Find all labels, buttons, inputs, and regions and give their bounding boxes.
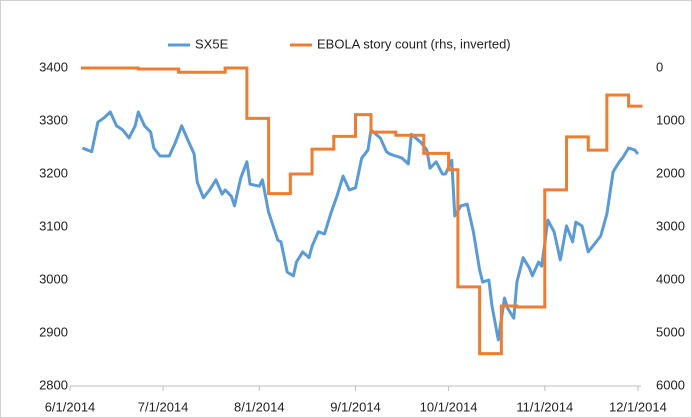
y-tick-label: 2900 <box>39 324 68 339</box>
y-tick-label: 3200 <box>39 165 68 180</box>
y2-tick-label: 0 <box>656 59 663 74</box>
y2-tick-label: 3000 <box>656 218 685 233</box>
y-tick-label: 3400 <box>39 59 68 74</box>
x-tick-label: 11/1/2014 <box>516 399 573 414</box>
legend-label: EBOLA story count (rhs, inverted) <box>317 36 511 51</box>
y2-tick-label: 2000 <box>656 165 685 180</box>
x-tick-label: 6/1/2014 <box>45 399 96 414</box>
x-tick-label: 8/1/2014 <box>234 399 285 414</box>
x-tick-label: 12/1/2014 <box>609 399 667 414</box>
x-tick-label: 9/1/2014 <box>330 399 381 414</box>
y-tick-label: 3000 <box>39 271 68 286</box>
y-tick-label: 3100 <box>39 218 68 233</box>
y-tick-label: 2800 <box>39 377 68 392</box>
y2-tick-label: 1000 <box>656 112 685 127</box>
y2-tick-label: 4000 <box>656 271 685 286</box>
x-tick-label: 10/1/2014 <box>420 399 478 414</box>
y2-tick-label: 6000 <box>656 377 685 392</box>
x-tick-label: 7/1/2014 <box>138 399 189 414</box>
legend-label: SX5E <box>195 36 229 51</box>
y-tick-label: 3300 <box>39 112 68 127</box>
y2-tick-label: 5000 <box>656 324 685 339</box>
